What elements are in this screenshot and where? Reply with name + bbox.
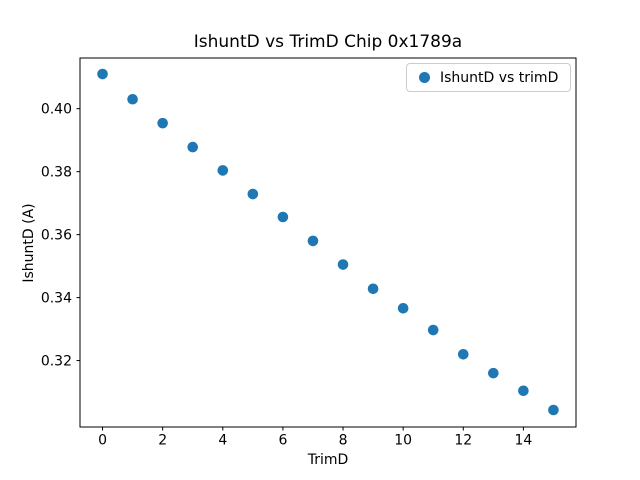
scatter-point: [97, 68, 108, 80]
x-tick-label: 0: [98, 433, 107, 449]
chart-title: IshuntD vs TrimD Chip 0x1789a: [193, 32, 463, 52]
y-tick-label: 0.40: [41, 102, 72, 118]
axes-frame: [79, 57, 577, 428]
scatter-point: [307, 235, 319, 247]
scatter-point: [367, 283, 379, 295]
x-tick-label: 4: [218, 433, 227, 449]
x-tick-label: 10: [394, 433, 412, 449]
legend-label: IshuntD vs trimD: [440, 69, 559, 86]
scatter-point: [457, 348, 469, 360]
y-axis-label: IshuntD (A): [21, 203, 37, 283]
scatter-point: [518, 385, 529, 397]
x-axis-label: TrimD: [307, 452, 349, 468]
scatter-point: [548, 404, 559, 416]
scatter-point: [217, 165, 229, 176]
scatter-point: [127, 93, 138, 105]
scatter-point: [187, 141, 199, 153]
y-tick-label: 0.34: [41, 291, 72, 307]
scatter-point: [157, 117, 168, 129]
x-tick-label: 12: [454, 433, 472, 449]
x-tick-label: 8: [339, 433, 348, 449]
scatter-point: [337, 259, 349, 270]
y-tick-label: 0.32: [41, 354, 72, 370]
x-tick-label: 2: [158, 433, 167, 449]
scatter-point: [277, 211, 289, 223]
scatter-point: [427, 324, 439, 336]
scatter-point: [397, 303, 409, 314]
scatter-point: [247, 188, 259, 200]
x-tick-label: 14: [514, 433, 532, 449]
y-tick-label: 0.36: [41, 228, 72, 244]
scatter-point: [488, 367, 499, 379]
y-tick-label: 0.38: [41, 165, 72, 181]
legend-marker-icon: [419, 72, 430, 83]
x-tick-label: 6: [278, 433, 287, 449]
legend: IshuntD vs trimD: [406, 63, 572, 92]
